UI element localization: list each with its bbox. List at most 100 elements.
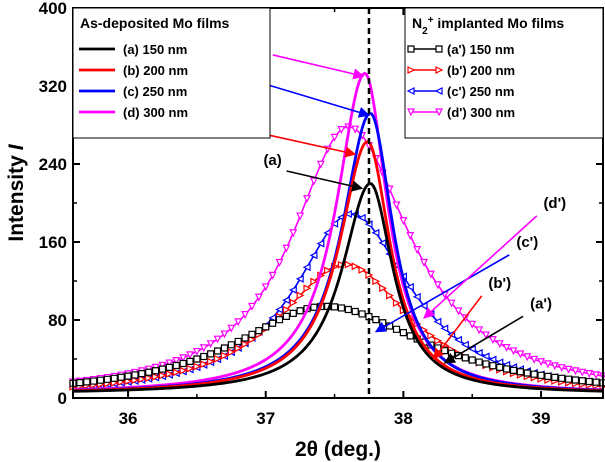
data-point-marker bbox=[186, 357, 194, 365]
data-point-marker bbox=[495, 340, 504, 349]
data-point-marker bbox=[220, 330, 229, 339]
data-point-marker bbox=[138, 375, 147, 384]
annotation-arrow bbox=[258, 81, 371, 118]
data-point-marker bbox=[227, 348, 236, 357]
annotation-label: (a) bbox=[263, 152, 281, 169]
data-point-marker bbox=[509, 366, 518, 374]
data-point-marker bbox=[460, 340, 469, 349]
data-point-marker bbox=[551, 373, 559, 381]
data-point-marker bbox=[509, 347, 518, 356]
data-point-marker bbox=[303, 284, 312, 293]
data-point-marker bbox=[372, 277, 381, 286]
data-point-marker bbox=[309, 177, 318, 186]
y-axis-title-text: Intensity bbox=[5, 155, 28, 242]
legend-left-title: As-deposited Mo films bbox=[80, 15, 230, 31]
data-point-marker bbox=[199, 344, 208, 353]
data-point-marker bbox=[571, 367, 580, 376]
data-point-marker bbox=[117, 373, 125, 381]
data-point-marker bbox=[461, 354, 469, 362]
data-point-marker bbox=[268, 271, 277, 280]
data-point-marker bbox=[179, 359, 187, 368]
data-point-marker bbox=[186, 364, 195, 373]
data-point-marker bbox=[454, 335, 463, 344]
data-point-marker bbox=[550, 362, 559, 371]
data-point-marker bbox=[379, 319, 387, 327]
data-point-marker bbox=[435, 66, 444, 74]
y-tick-label: 80 bbox=[48, 311, 67, 330]
data-point-marker bbox=[585, 377, 593, 386]
data-point-marker bbox=[343, 210, 352, 218]
data-point-marker bbox=[564, 365, 573, 374]
data-point-marker bbox=[296, 307, 304, 315]
annotation-arrow bbox=[374, 254, 510, 333]
legend-label: (d') 300 nm bbox=[447, 105, 515, 120]
data-point-marker bbox=[172, 361, 180, 370]
data-point-marker bbox=[351, 307, 359, 316]
data-point-marker bbox=[426, 270, 435, 279]
data-point-marker bbox=[407, 66, 416, 74]
annotation-label: (a') bbox=[530, 295, 552, 312]
data-point-marker bbox=[502, 343, 511, 352]
data-point-marker bbox=[247, 302, 256, 311]
legend-entry: (a) 150 nm bbox=[79, 42, 187, 57]
data-point-marker bbox=[435, 45, 443, 53]
data-point-marker bbox=[544, 372, 552, 380]
data-point-marker bbox=[179, 354, 188, 363]
data-point-marker bbox=[158, 361, 167, 370]
data-point-marker bbox=[295, 274, 304, 283]
data-point-marker bbox=[474, 348, 483, 357]
data-point-marker bbox=[468, 320, 477, 329]
data-point-marker bbox=[76, 378, 84, 387]
data-point-marker bbox=[234, 344, 243, 353]
data-point-marker bbox=[207, 357, 216, 366]
data-point-marker bbox=[503, 365, 511, 373]
data-point-marker bbox=[309, 251, 318, 260]
legend-right-title: N2+ implanted Mo films bbox=[412, 15, 564, 37]
tick-layer: 36 37 38 39 0 80 160 240 320 400 bbox=[39, 0, 603, 428]
data-point-marker bbox=[131, 371, 139, 379]
data-point-marker bbox=[435, 108, 443, 117]
data-point-marker bbox=[192, 347, 201, 356]
annotation-arrow bbox=[432, 295, 483, 360]
y-tick-label: 320 bbox=[39, 77, 67, 96]
data-point-marker bbox=[248, 335, 257, 344]
legend-label: (a') 150 nm bbox=[447, 42, 514, 57]
data-point-marker bbox=[530, 370, 538, 378]
y-axis-title-symbol: I bbox=[5, 143, 28, 150]
y-tick-label: 400 bbox=[39, 0, 67, 18]
data-point-marker bbox=[145, 374, 154, 382]
annotation-arrow bbox=[443, 315, 524, 364]
legend-entry: (d') 300 nm bbox=[407, 105, 515, 120]
data-point-marker bbox=[337, 126, 346, 134]
data-point-marker bbox=[289, 309, 297, 317]
data-point-marker bbox=[427, 331, 436, 340]
data-point-marker bbox=[434, 336, 443, 345]
legend-entry: (b) 200 nm bbox=[79, 63, 188, 78]
data-point-marker bbox=[399, 217, 408, 226]
data-point-marker bbox=[405, 282, 414, 291]
data-point-marker bbox=[516, 368, 525, 376]
data-point-marker bbox=[289, 229, 298, 238]
data-point-marker bbox=[227, 324, 236, 333]
x-tick-label: 38 bbox=[394, 409, 413, 428]
y-axis-title: Intensity I bbox=[5, 143, 28, 241]
data-point-marker bbox=[578, 377, 586, 385]
data-point-marker bbox=[145, 368, 153, 376]
data-point-marker bbox=[200, 360, 209, 369]
legend-entry: (d) 300 nm bbox=[79, 105, 188, 120]
data-point-marker bbox=[262, 323, 270, 331]
data-point-marker bbox=[296, 291, 305, 300]
data-point-marker bbox=[543, 360, 552, 369]
data-point-marker bbox=[330, 219, 339, 228]
data-point-marker bbox=[358, 265, 367, 274]
data-point-marker bbox=[269, 319, 277, 327]
data-point-marker bbox=[488, 355, 497, 364]
data-point-marker bbox=[378, 238, 387, 247]
legend-label: (a) 150 nm bbox=[123, 42, 187, 57]
data-point-marker bbox=[481, 352, 490, 361]
data-point-marker bbox=[344, 305, 352, 314]
data-point-marker bbox=[371, 228, 380, 237]
data-point-marker bbox=[358, 310, 366, 318]
x-tick-label: 39 bbox=[532, 409, 551, 428]
series-a bbox=[72, 182, 604, 393]
